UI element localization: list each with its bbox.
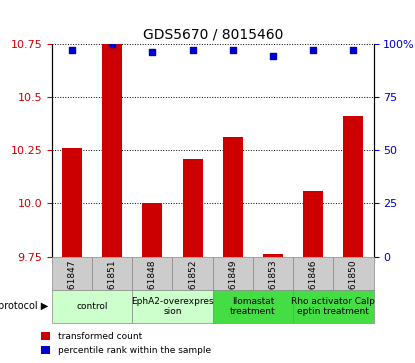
Point bbox=[149, 49, 156, 55]
FancyBboxPatch shape bbox=[92, 257, 132, 290]
Text: GSM1261850: GSM1261850 bbox=[349, 260, 358, 321]
Title: GDS5670 / 8015460: GDS5670 / 8015460 bbox=[142, 27, 283, 41]
Text: GSM1261851: GSM1261851 bbox=[107, 260, 117, 321]
Legend: transformed count, percentile rank within the sample: transformed count, percentile rank withi… bbox=[38, 329, 214, 359]
FancyBboxPatch shape bbox=[132, 257, 173, 290]
FancyBboxPatch shape bbox=[213, 257, 253, 290]
Bar bbox=[183, 159, 203, 257]
Bar bbox=[223, 137, 243, 257]
FancyBboxPatch shape bbox=[253, 257, 293, 290]
FancyBboxPatch shape bbox=[132, 290, 213, 323]
Bar bbox=[343, 116, 364, 257]
Text: protocol ▶: protocol ▶ bbox=[0, 301, 48, 311]
FancyBboxPatch shape bbox=[52, 290, 132, 323]
FancyBboxPatch shape bbox=[333, 257, 374, 290]
FancyBboxPatch shape bbox=[293, 290, 374, 323]
Text: GSM1261848: GSM1261848 bbox=[148, 260, 157, 320]
Bar bbox=[303, 191, 323, 257]
Text: GSM1261849: GSM1261849 bbox=[228, 260, 237, 320]
Point bbox=[229, 47, 236, 53]
FancyBboxPatch shape bbox=[52, 257, 92, 290]
Point bbox=[68, 47, 75, 53]
Text: GSM1261847: GSM1261847 bbox=[68, 260, 76, 320]
Bar bbox=[102, 44, 122, 257]
Text: EphA2-overexpres
sion: EphA2-overexpres sion bbox=[131, 297, 214, 316]
Bar bbox=[62, 148, 82, 257]
Text: GSM1261852: GSM1261852 bbox=[188, 260, 197, 320]
Bar bbox=[263, 254, 283, 257]
FancyBboxPatch shape bbox=[173, 257, 213, 290]
Text: GSM1261846: GSM1261846 bbox=[309, 260, 318, 320]
FancyBboxPatch shape bbox=[213, 290, 293, 323]
Point bbox=[109, 41, 115, 46]
Point bbox=[350, 47, 357, 53]
Text: control: control bbox=[76, 302, 108, 311]
Point bbox=[189, 47, 196, 53]
Text: GSM1261853: GSM1261853 bbox=[269, 260, 278, 321]
Text: Rho activator Calp
eptin treatment: Rho activator Calp eptin treatment bbox=[291, 297, 375, 316]
Point bbox=[310, 47, 317, 53]
FancyBboxPatch shape bbox=[293, 257, 333, 290]
Bar bbox=[142, 203, 162, 257]
Text: Ilomastat
treatment: Ilomastat treatment bbox=[230, 297, 276, 316]
Point bbox=[270, 53, 276, 59]
